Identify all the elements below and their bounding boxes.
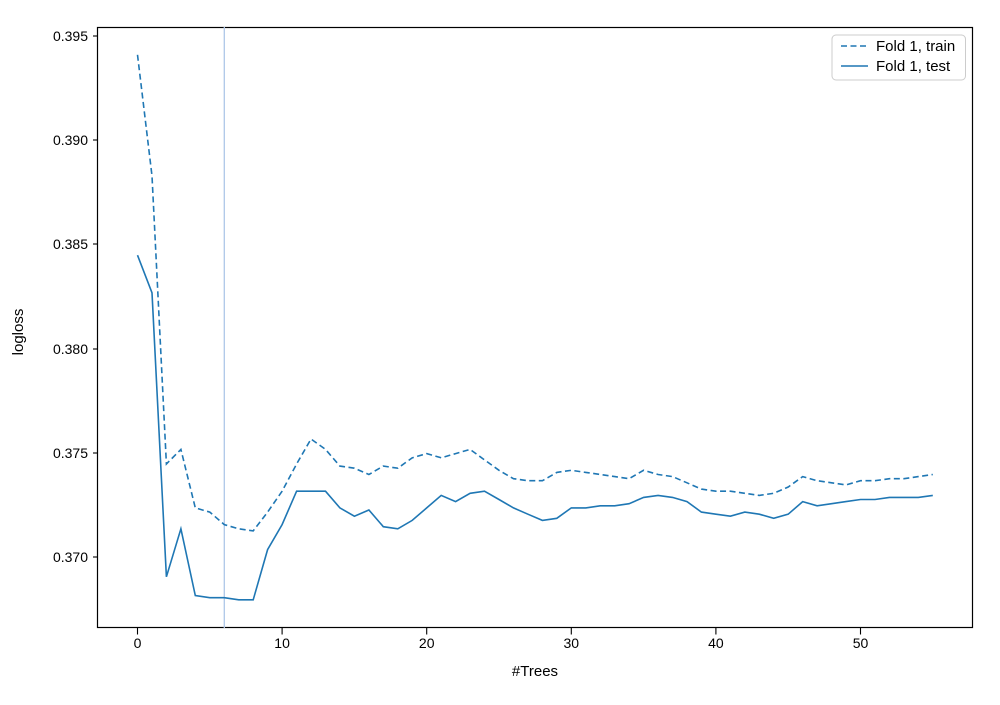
svg-text:Fold 1, test: Fold 1, test [876,58,951,75]
svg-text:40: 40 [708,635,724,651]
svg-text:0.390: 0.390 [53,132,88,148]
svg-text:0.370: 0.370 [53,549,88,565]
svg-text:0.385: 0.385 [53,236,88,252]
svg-text:10: 10 [274,635,290,651]
svg-text:0.395: 0.395 [53,28,88,44]
svg-text:0.380: 0.380 [53,341,88,357]
svg-text:0.375: 0.375 [53,445,88,461]
svg-text:Fold 1, train: Fold 1, train [876,38,955,55]
svg-text:#Trees: #Trees [512,663,558,680]
svg-text:0: 0 [134,635,142,651]
svg-text:30: 30 [564,635,580,651]
svg-text:50: 50 [853,635,869,651]
svg-text:logloss: logloss [10,309,27,356]
svg-text:20: 20 [419,635,435,651]
